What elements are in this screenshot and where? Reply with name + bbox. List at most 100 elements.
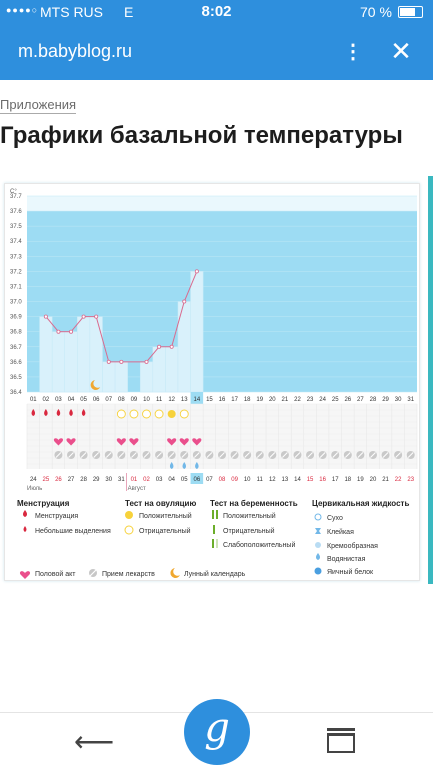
ovulation-test-negative [129, 409, 139, 419]
y-tick-label: 36.6 [10, 360, 22, 366]
ov-positive-icon [125, 511, 133, 519]
calendar-date-label: 02 [143, 477, 150, 483]
intercourse-icon [19, 571, 31, 579]
calendar-date-label: 29 [93, 477, 100, 483]
calendar-date-label: 03 [156, 477, 163, 483]
cervical-fluid-drop [182, 462, 187, 469]
more-options-icon[interactable]: ⋮ [343, 41, 363, 63]
bbt-chart-card: C° 36.4 36.5 36.6 36.7 36.8 36.9 37.0 37.1 37.2 37… [4, 183, 420, 581]
calendar-date-label: 17 [332, 477, 339, 483]
temperature-point [69, 329, 74, 334]
temperature-point [182, 299, 187, 304]
y-tick-label: 37.5 [10, 224, 22, 230]
day-tick-label: 02 [43, 397, 50, 403]
cf-dry-icon [314, 513, 322, 521]
temperature-point [81, 314, 86, 319]
close-icon[interactable]: ✕ [390, 36, 412, 66]
google-search-icon[interactable]: g [184, 699, 250, 765]
cervical-fluid-drop [169, 462, 174, 469]
medication-pill-line [319, 452, 326, 458]
url-display[interactable]: m.babyblog.ru [18, 41, 133, 61]
network-type: E [124, 4, 134, 20]
day-tick-label: 19 [256, 397, 263, 403]
medication-pill-line [105, 452, 112, 458]
day-tick-label: 27 [357, 397, 364, 403]
day-tick-label: 30 [395, 397, 402, 403]
day-tick-label: 28 [370, 397, 377, 403]
calendar-date-label: 31 [118, 477, 125, 483]
day-tick-label: 16 [219, 397, 226, 403]
day-tick-label: 14 [193, 397, 200, 403]
medication-pill-line [219, 452, 225, 458]
y-tick-label: 37.2 [10, 269, 22, 275]
day-tick-label: 26 [344, 397, 351, 403]
medication-pill-line [357, 452, 364, 458]
bottom-navigation: ⟵ g [0, 699, 433, 770]
month-label-august: Август [128, 486, 146, 492]
y-tick-label: 36.5 [10, 375, 22, 381]
menstruation-drop [69, 409, 73, 416]
intercourse-heart [53, 438, 64, 446]
signal-strength: ●●●●○ [6, 5, 39, 15]
temperature-bar [165, 346, 179, 393]
bbt-chart[interactable]: C° 36.4 36.5 36.6 36.7 36.8 36.9 37.0 37.1 37.2 37… [5, 184, 419, 580]
calendar-date-label: 14 [294, 477, 301, 483]
intercourse-heart [192, 438, 202, 446]
day-tick-label: 18 [244, 397, 251, 403]
day-tick-label: 03 [55, 397, 62, 403]
tabs-icon[interactable] [327, 728, 355, 753]
calendar-date-label: 30 [105, 477, 112, 483]
temperature-bar [102, 361, 116, 393]
temperature-bar [77, 316, 91, 393]
legend-intercourse: Половой акт [35, 570, 76, 578]
carrier-name: MTS RUS [40, 4, 103, 20]
back-arrow-icon[interactable]: ⟵ [74, 726, 115, 757]
intercourse-heart [179, 438, 189, 446]
day-tick-label: 17 [231, 397, 238, 403]
medication-pill-line [93, 452, 100, 458]
cf-sticky-icon [315, 528, 321, 534]
temperature-point [43, 314, 48, 319]
medication-icon [89, 569, 97, 577]
y-tick-label: 37.3 [10, 254, 22, 260]
cf-watery-icon [316, 553, 320, 560]
medication-pill-line [332, 452, 339, 458]
ovulation-test-negative [154, 409, 164, 419]
day-tick-label: 04 [68, 397, 75, 403]
legend-col4-title: Цервикальная жидкость [312, 499, 409, 508]
y-tick-label: 37.6 [10, 209, 22, 215]
calendar-date-label: 20 [370, 477, 377, 483]
y-tick-label: 37.0 [10, 300, 22, 306]
calendar-date-label: 07 [206, 477, 213, 483]
day-tick-label: 31 [407, 397, 414, 403]
calendar-date-label: 23 [407, 477, 414, 483]
temperature-bar [39, 316, 53, 393]
temperature-bar [114, 361, 128, 393]
y-tick-label: 37.1 [10, 284, 22, 290]
intercourse-heart [66, 438, 76, 446]
calendar-date-label: 16 [319, 477, 326, 483]
calendar-date-label: 18 [344, 477, 351, 483]
medication-pill-line [131, 452, 137, 458]
legend-pr-weak: Слабоположительный [223, 541, 295, 549]
day-tick-label: 15 [206, 397, 213, 403]
legend-col3-title: Тест на беременность [210, 499, 298, 508]
day-tick-label: 08 [118, 397, 125, 403]
day-tick-label: 06 [93, 397, 100, 403]
calendar-date-label: 05 [181, 477, 188, 483]
temperature-point [119, 359, 124, 364]
calendar-date-label: 21 [382, 477, 389, 483]
legend-cf-watery: Водянистая [327, 556, 366, 563]
medication-pill-line [307, 452, 313, 458]
calendar-date-label: 25 [43, 477, 50, 483]
medication-pill-line [181, 452, 188, 458]
intercourse-heart [116, 438, 126, 446]
breadcrumb-link[interactable]: Приложения [0, 97, 77, 114]
calendar-date-label: 27 [68, 477, 75, 483]
calendar-date-label: 24 [30, 477, 37, 483]
plot-top-band [27, 196, 417, 212]
temperature-bar [89, 316, 103, 393]
medication-pill-line [395, 452, 401, 458]
y-tick-label: 36.8 [10, 330, 22, 336]
temperature-line-segment [171, 301, 185, 347]
